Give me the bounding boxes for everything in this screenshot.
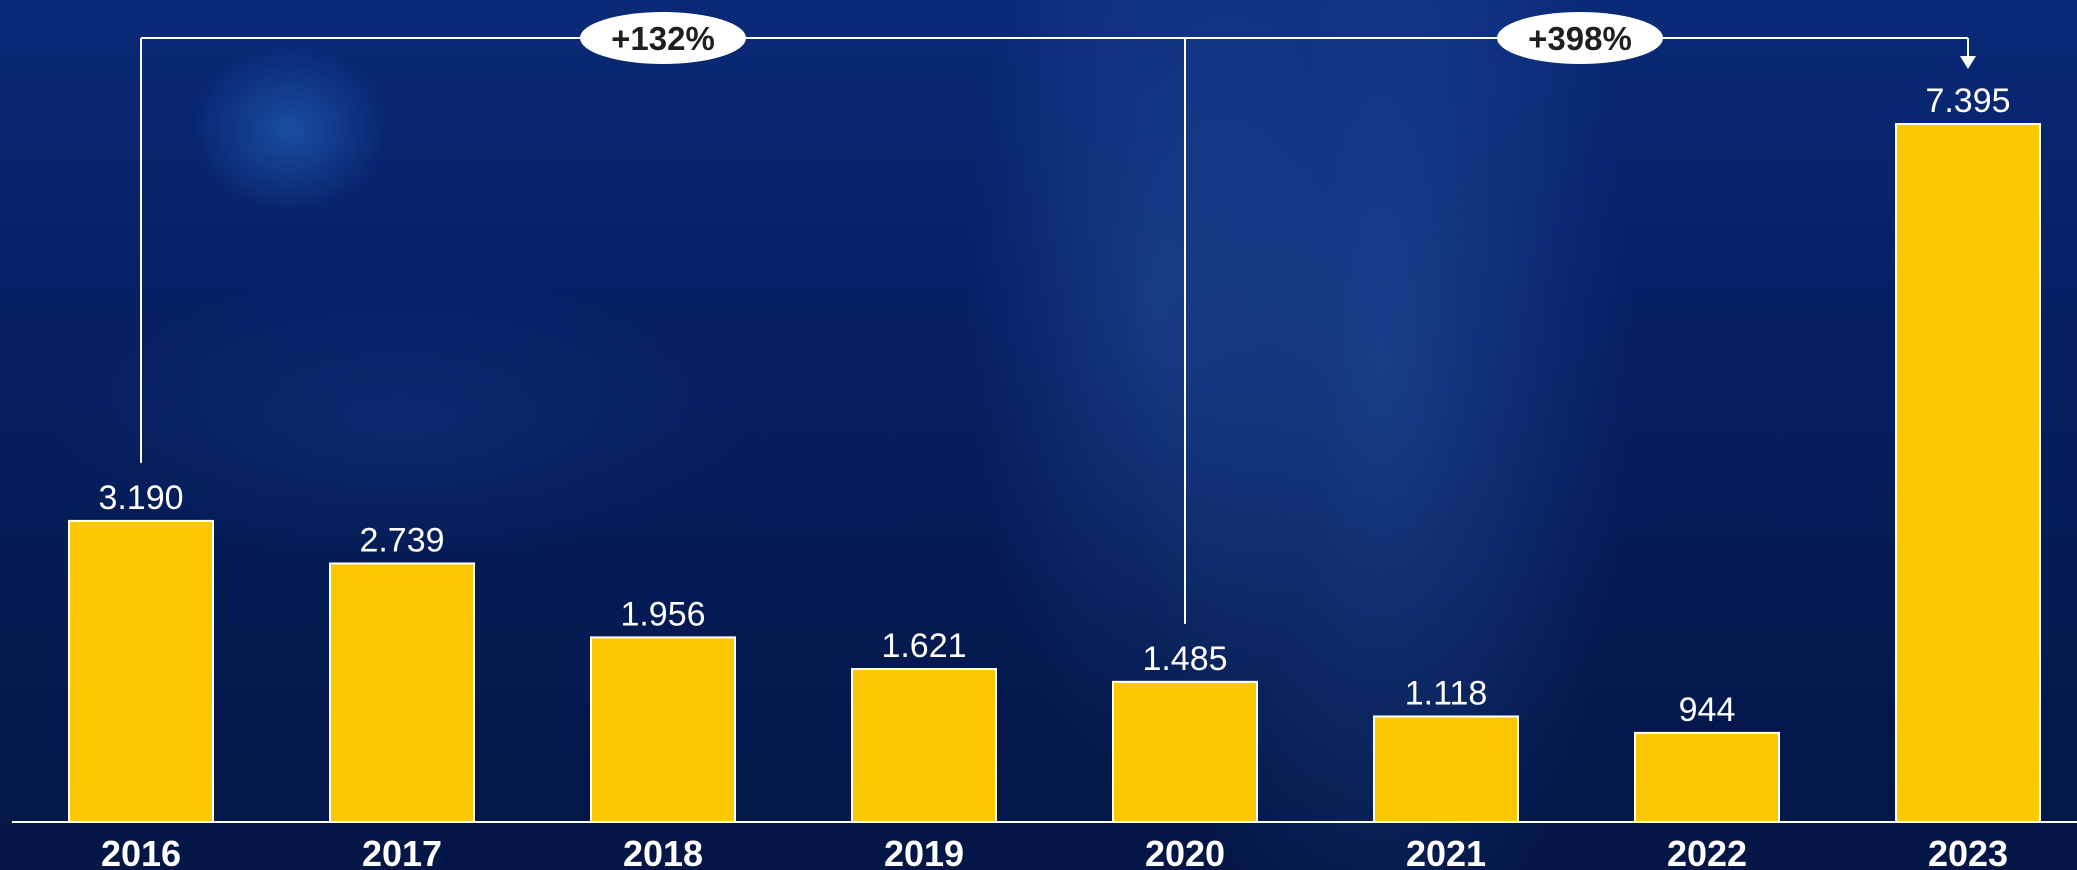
x-tick-2023: 2023	[1928, 833, 2008, 870]
bar-2019	[851, 667, 997, 823]
x-tick-2019: 2019	[884, 833, 964, 870]
growth-badges: +132% +398%	[580, 12, 1663, 64]
connector-arrowhead	[1960, 56, 1976, 69]
value-label-2018: 1.956	[620, 595, 705, 633]
growth-connectors	[140, 37, 1976, 624]
bars-group	[68, 123, 2041, 824]
value-label-2016: 3.190	[98, 479, 183, 517]
bar-2023	[1895, 123, 2041, 823]
value-label-2020: 1.485	[1142, 640, 1227, 678]
x-tick-2016: 2016	[101, 833, 181, 870]
x-tick-2017: 2017	[362, 833, 442, 870]
x-tick-2022: 2022	[1667, 833, 1747, 870]
x-tick-labels-group: 2016 2017 2018 2019 2020 2021 2022 2023	[101, 833, 2008, 870]
bar-2016	[68, 519, 214, 824]
bar-2022	[1634, 731, 1780, 824]
bar-2017	[329, 562, 475, 823]
bar-2021	[1373, 715, 1519, 824]
value-label-2022: 944	[1679, 691, 1736, 729]
value-label-2023: 7.395	[1925, 82, 2010, 120]
x-tick-2021: 2021	[1406, 833, 1486, 870]
growth-badge-label-0: +132%	[611, 20, 715, 57]
growth-badge-0	[580, 12, 746, 64]
value-label-2021: 1.118	[1405, 674, 1488, 712]
value-label-2019: 1.621	[881, 627, 966, 665]
x-tick-2020: 2020	[1145, 833, 1225, 870]
bar-2018	[590, 636, 736, 824]
x-tick-2018: 2018	[623, 833, 703, 870]
growth-badge-1	[1497, 12, 1663, 64]
value-label-2017: 2.739	[359, 521, 444, 559]
growth-badge-label-1: +398%	[1528, 20, 1632, 57]
value-labels-group: 3.190 2.739 1.956 1.621 1.485 1.118 944 7.395	[98, 82, 2010, 729]
bar-2020	[1112, 680, 1258, 824]
